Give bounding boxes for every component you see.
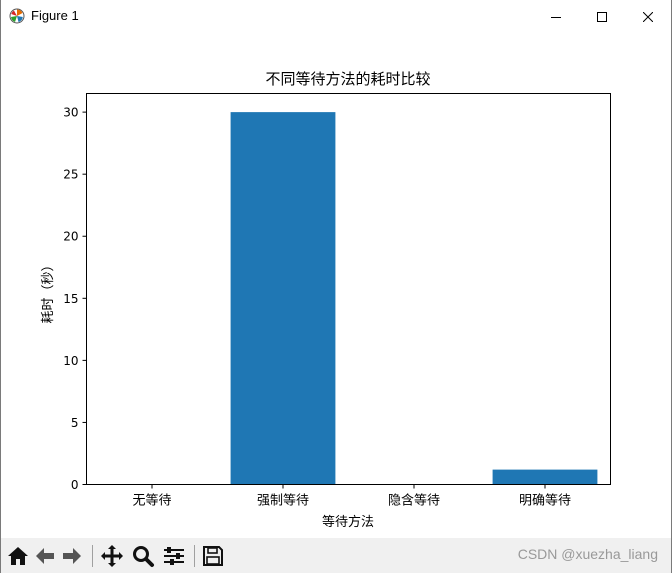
- y-tick-label-2: 10: [63, 354, 78, 368]
- pan-button[interactable]: [100, 544, 124, 568]
- save-icon: [203, 546, 223, 566]
- close-button[interactable]: [625, 0, 671, 33]
- forward-button[interactable]: [60, 544, 84, 568]
- y-tick-label-1: 5: [71, 416, 79, 430]
- matplotlib-icon: [9, 8, 25, 24]
- home-button[interactable]: [6, 544, 30, 568]
- maximize-icon: [597, 11, 607, 22]
- y-tick-label-4: 20: [63, 230, 78, 244]
- watermark: CSDN @xuezha_liang: [517, 546, 658, 562]
- bar-3: [492, 469, 598, 485]
- minimize-icon: [551, 16, 561, 18]
- y-tick-label-3: 15: [63, 292, 78, 306]
- bar-chart: 不同等待方法的耗时比较 等待方法 耗时（秒） 无等待 强制等待 隐含等待 明确等待 0 5…: [41, 70, 611, 530]
- toolbar-separator: [92, 545, 93, 567]
- y-tick-label-5: 25: [63, 168, 78, 182]
- y-tick-label-6: 30: [63, 106, 78, 120]
- maximize-button[interactable]: [579, 0, 625, 33]
- forward-arrow-icon: [63, 548, 81, 564]
- axes-frame: [86, 93, 611, 485]
- bar-1: [230, 112, 336, 485]
- chart-title: 不同等待方法的耗时比较: [265, 70, 430, 88]
- zoom-button[interactable]: [131, 544, 155, 568]
- window-titlebar: Figure 1: [0, 0, 672, 33]
- navigation-toolbar: CSDN @xuezha_liang: [0, 538, 672, 573]
- toolbar-separator: [194, 545, 195, 567]
- y-axis-label: 耗时（秒）: [41, 258, 56, 323]
- x-tick-label-2: 隐含等待: [388, 493, 440, 509]
- zoom-icon: [133, 546, 154, 567]
- window-title: Figure 1: [31, 8, 79, 23]
- x-tick-label-0: 无等待: [132, 493, 171, 509]
- x-axis-label: 等待方法: [322, 514, 374, 530]
- x-tick-label-1: 强制等待: [257, 493, 309, 509]
- configure-subplots-icon: [164, 547, 184, 565]
- home-icon: [8, 547, 28, 565]
- y-tick-label-0: 0: [71, 478, 79, 492]
- pan-icon: [101, 545, 123, 567]
- figure-canvas: 不同等待方法的耗时比较 等待方法 耗时（秒） 无等待 强制等待 隐含等待 明确等待 0 5…: [0, 33, 672, 538]
- save-button[interactable]: [201, 544, 225, 568]
- x-tick-label-3: 明确等待: [519, 493, 571, 509]
- minimize-button[interactable]: [533, 0, 579, 33]
- back-arrow-icon: [36, 548, 54, 564]
- close-icon: [643, 11, 653, 22]
- configure-subplots-button[interactable]: [162, 544, 186, 568]
- back-button[interactable]: [33, 544, 57, 568]
